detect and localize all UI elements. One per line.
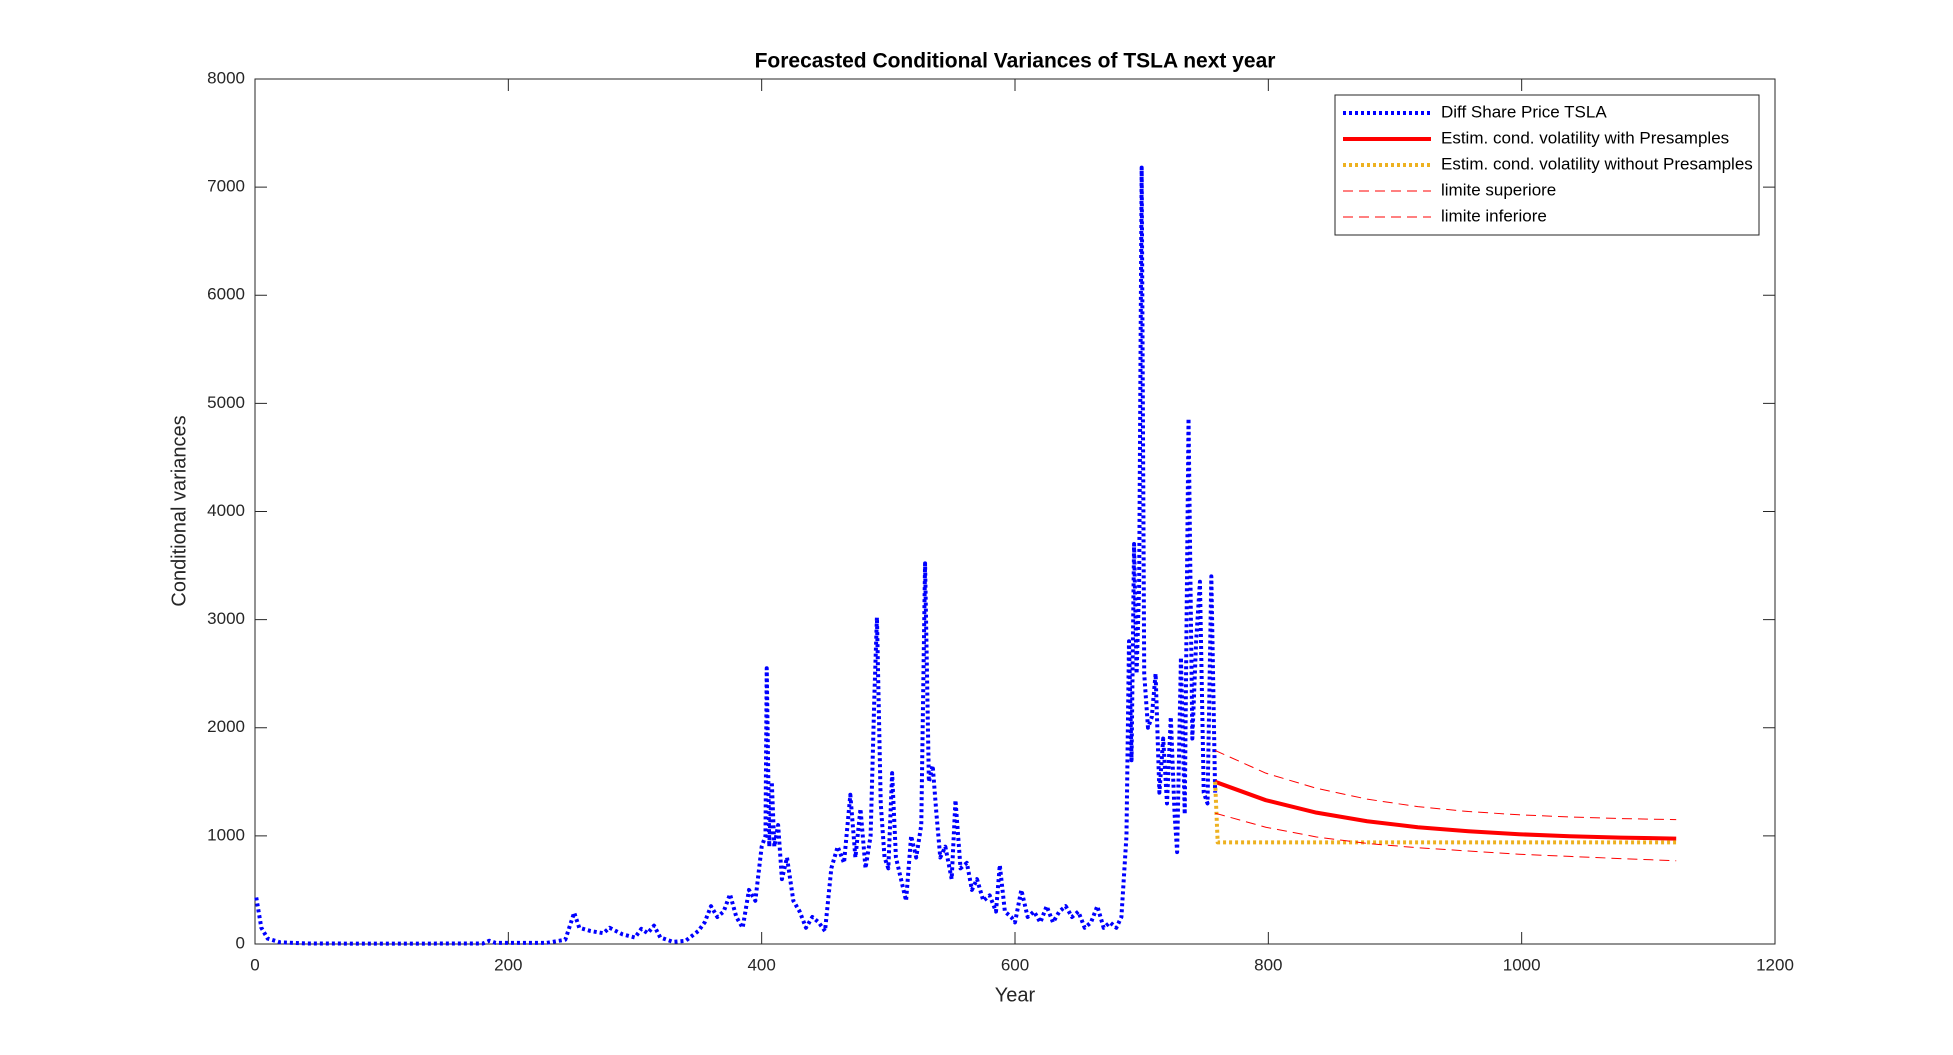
legend: Diff Share Price TSLA Estim. cond. volati… xyxy=(1334,94,1760,236)
y-tick-label: 2000 xyxy=(207,717,245,736)
legend-label: limite superiore xyxy=(1441,180,1556,199)
x-tick-label: 1200 xyxy=(1756,955,1794,974)
series-line xyxy=(254,165,1218,946)
y-tick-label: 3000 xyxy=(207,609,245,628)
y-tick-label: 1000 xyxy=(207,825,245,844)
y-axis-label: Conditional variances xyxy=(168,415,190,606)
y-tick-label: 6000 xyxy=(207,285,245,304)
x-tick-label: 200 xyxy=(494,955,522,974)
series-line xyxy=(1214,812,1677,862)
x-tick-label: 400 xyxy=(747,955,775,974)
legend-label: Estim. cond. volatility with Presamples xyxy=(1441,128,1729,147)
x-tick-label: 0 xyxy=(250,955,259,974)
y-tick-label: 5000 xyxy=(207,393,245,412)
legend-label: Diff Share Price TSLA xyxy=(1441,102,1607,121)
legend-label: limite inferiore xyxy=(1441,206,1547,225)
legend-label: Estim. cond. volatility without Presampl… xyxy=(1441,154,1753,173)
chart-title: Forecasted Conditional Variances of TSLA… xyxy=(755,50,1276,73)
x-axis-label: Year xyxy=(995,984,1036,1006)
y-tick-label: 7000 xyxy=(207,177,245,196)
y-tick-label: 8000 xyxy=(207,68,245,87)
x-tick-label: 1000 xyxy=(1503,955,1541,974)
series-line xyxy=(1213,781,1677,845)
series-line xyxy=(1214,750,1677,821)
x-tick-label: 800 xyxy=(1254,955,1282,974)
x-tick-label: 600 xyxy=(1001,955,1029,974)
series-line xyxy=(1214,779,1677,841)
y-tick-label: 0 xyxy=(236,933,245,952)
y-tick-label: 4000 xyxy=(207,501,245,520)
axes-box xyxy=(254,78,1776,945)
